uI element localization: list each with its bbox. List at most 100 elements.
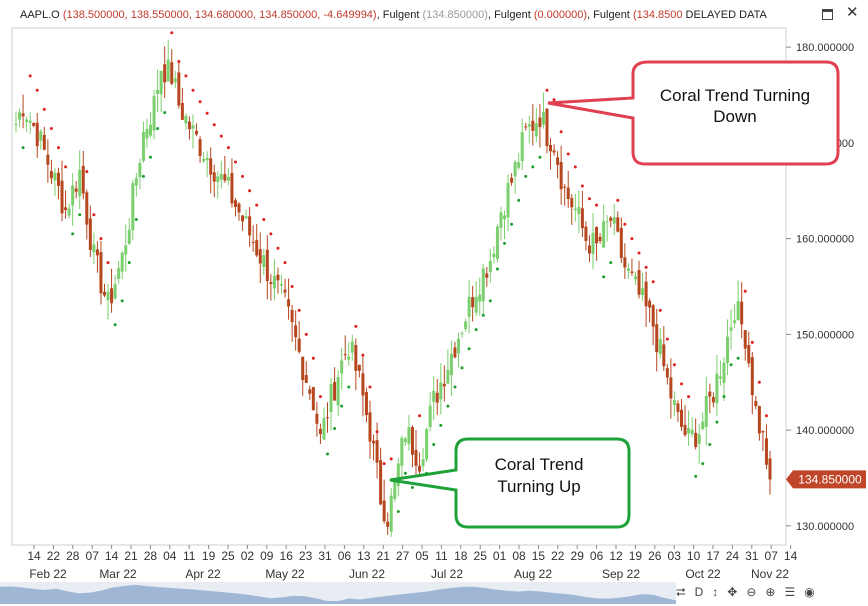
candle-body [361, 373, 365, 396]
candle-body [350, 341, 354, 353]
overview-area [0, 584, 676, 604]
candle-body [141, 131, 145, 161]
coral-trend-dot [453, 385, 457, 389]
candle-body [633, 276, 637, 280]
candle-body [233, 200, 237, 208]
candle-body [467, 296, 471, 317]
candle-body [687, 427, 691, 434]
candle-body [131, 183, 135, 231]
candle-body [612, 217, 616, 224]
coral-trend-dot [85, 170, 89, 174]
candle-body [683, 424, 687, 436]
x-tick-label: 03 [668, 549, 682, 563]
candle-body [414, 450, 418, 466]
candle-body [237, 203, 241, 213]
candle-body [173, 78, 177, 83]
candle-body [329, 384, 333, 413]
candle-body [170, 62, 174, 84]
coral-trend-dot [191, 88, 195, 92]
candle-body [740, 301, 744, 325]
candle-body [711, 397, 715, 403]
candle-body [279, 284, 283, 286]
period-label[interactable]: D [694, 585, 704, 599]
candle-body [375, 440, 379, 463]
month-label: Nov 22 [751, 567, 789, 581]
pan-icon[interactable]: ✥ [727, 585, 738, 599]
x-tick-label: 13 [357, 549, 371, 563]
zoom-in-icon[interactable]: ⊕ [765, 585, 776, 599]
arrows-vertical-icon[interactable]: ↕ [712, 585, 719, 599]
close-icon[interactable]: ✕ [846, 4, 859, 21]
coral-trend-dot [609, 261, 613, 265]
coral-trend-dot [552, 98, 556, 102]
coral-trend-dot [524, 174, 528, 178]
candle-body [149, 124, 153, 136]
candle-body [372, 440, 376, 444]
candle-body [425, 428, 429, 460]
candle-body [67, 208, 71, 216]
y-tick-label: 180.000000 [796, 42, 854, 54]
x-tick-label: 29 [571, 549, 585, 563]
coral-trend-dot [418, 414, 422, 418]
candle-body [145, 128, 149, 139]
coral-trend-dot [120, 299, 124, 303]
coral-trend-dot [49, 127, 53, 131]
candle-body [39, 131, 43, 141]
candle-body [322, 418, 326, 440]
palette-icon[interactable]: ◉ [804, 585, 815, 599]
coral-trend-dot [658, 308, 662, 312]
month-label: Jun 22 [349, 567, 385, 581]
x-tick-label: 09 [260, 549, 274, 563]
scroll-left-icon[interactable]: ⮂ [676, 584, 686, 599]
coral-trend-dot [318, 395, 322, 399]
candle-body [400, 437, 404, 466]
candle-body [287, 299, 291, 307]
candle-body [446, 369, 450, 384]
coral-trend-dot [467, 347, 471, 351]
coral-trend-dot [149, 155, 153, 159]
candle-body [113, 284, 117, 299]
candle-body [697, 434, 701, 444]
candle-body [184, 115, 188, 124]
candle-body [538, 117, 542, 128]
candle-body [49, 171, 53, 179]
x-tick-label: 23 [299, 549, 313, 563]
candle-body [680, 409, 684, 427]
coral-trend-dot [297, 308, 301, 312]
candle-body [102, 291, 106, 296]
candle-body [134, 178, 138, 186]
zoom-out-icon[interactable]: ⊖ [746, 585, 757, 599]
x-tick-label: 07 [86, 549, 100, 563]
month-label: Mar 22 [99, 567, 137, 581]
x-tick-label: 02 [241, 549, 255, 563]
candle-body [216, 176, 220, 183]
x-tick-label: 14 [784, 549, 798, 563]
maximize-icon[interactable] [822, 9, 833, 20]
coral-trend-dots [21, 31, 768, 513]
candle-body [768, 458, 772, 480]
candle-body [32, 122, 36, 126]
x-tick-label: 07 [765, 549, 779, 563]
x-tick-label: 12 [609, 549, 623, 563]
coral-trend-dot [35, 88, 39, 92]
coral-trend-dot [255, 203, 259, 207]
coral-trend-dot [170, 31, 174, 35]
coral-trend-dot [439, 423, 443, 427]
candle-body [81, 165, 85, 194]
candle-body [563, 186, 567, 188]
coral-trend-dot [503, 241, 507, 245]
candle-body [761, 430, 765, 433]
coral-trend-dot [106, 261, 110, 265]
coral-trend-dot [764, 414, 768, 418]
callout-down-text: Coral Trend Turning Down [660, 86, 810, 126]
coral-trend-dot [495, 267, 499, 271]
list-icon[interactable]: ☰ [784, 585, 796, 599]
callout-turning-down [547, 60, 840, 166]
candle-body [520, 132, 524, 162]
candle-body [191, 125, 195, 129]
candle-body [534, 123, 538, 137]
candle-body [495, 226, 499, 259]
candle-body [488, 260, 492, 273]
candle-body [460, 333, 464, 335]
